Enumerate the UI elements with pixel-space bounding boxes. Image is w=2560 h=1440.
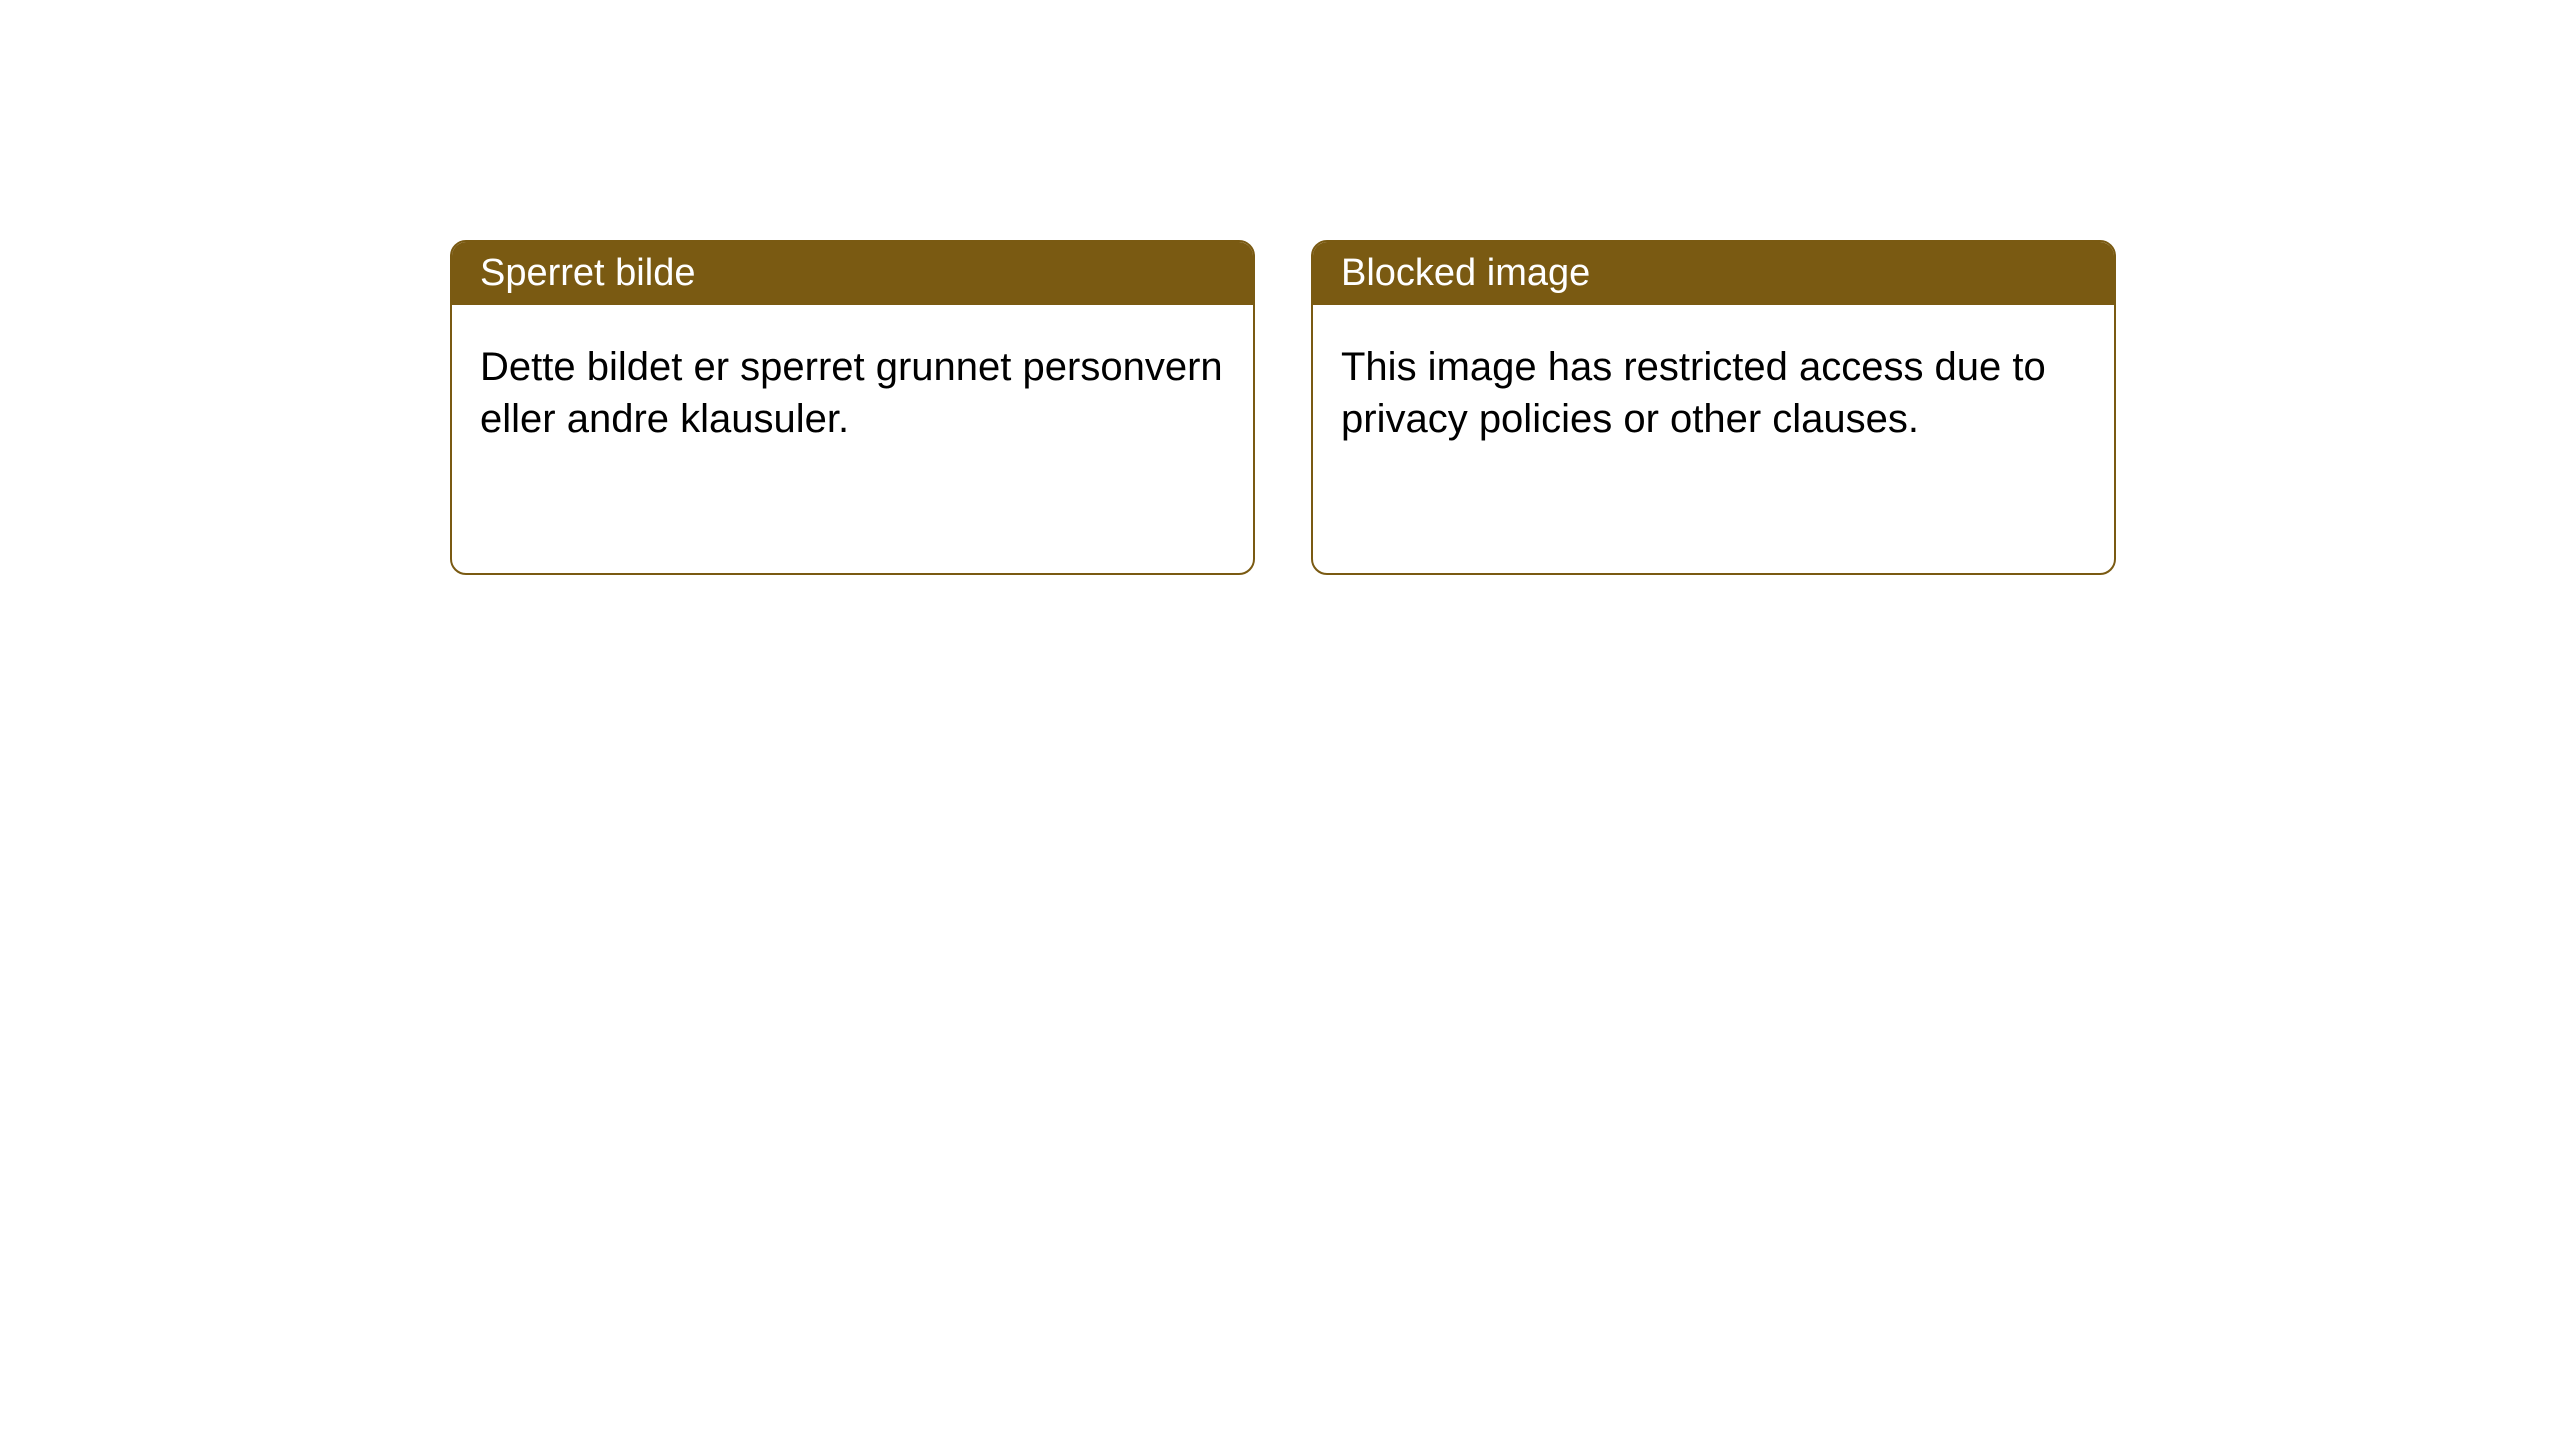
card-title: Blocked image (1341, 252, 1590, 294)
notice-card-norwegian: Sperret bilde Dette bildet er sperret gr… (450, 240, 1255, 575)
card-body: Dette bildet er sperret grunnet personve… (452, 305, 1253, 481)
card-body: This image has restricted access due to … (1313, 305, 2114, 481)
notice-card-english: Blocked image This image has restricted … (1311, 240, 2116, 575)
notice-container: Sperret bilde Dette bildet er sperret gr… (450, 240, 2116, 575)
card-header: Blocked image (1313, 242, 2114, 305)
card-body-text: Dette bildet er sperret grunnet personve… (480, 345, 1223, 441)
card-title: Sperret bilde (480, 252, 695, 294)
card-body-text: This image has restricted access due to … (1341, 345, 2046, 441)
card-header: Sperret bilde (452, 242, 1253, 305)
